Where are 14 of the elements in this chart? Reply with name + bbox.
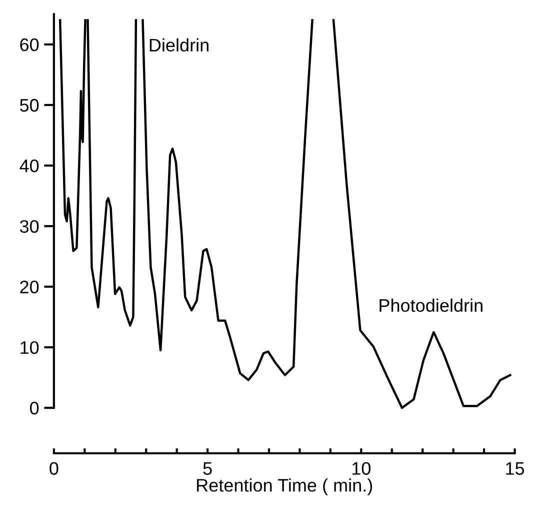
y-tick-label: 40 — [20, 160, 39, 172]
y-tick-label: 0 — [30, 402, 39, 415]
y-tick-label: 30 — [20, 220, 39, 233]
x-tick-label: 0 — [50, 462, 58, 475]
x-tick-label: 5 — [203, 462, 212, 475]
x-axis-title: Retention Time ( min.) — [197, 478, 372, 496]
y-tick-label: 50 — [20, 98, 39, 112]
annotation: Dieldrin — [150, 38, 208, 52]
x-tick-label: 15 — [506, 462, 524, 475]
y-tick-label: 10 — [20, 341, 39, 354]
x-tick-label: 10 — [352, 462, 370, 475]
y-tick-label: 20 — [20, 280, 39, 294]
y-tick-label: 60 — [20, 38, 39, 52]
annotation: Photodieldrin — [380, 298, 482, 312]
